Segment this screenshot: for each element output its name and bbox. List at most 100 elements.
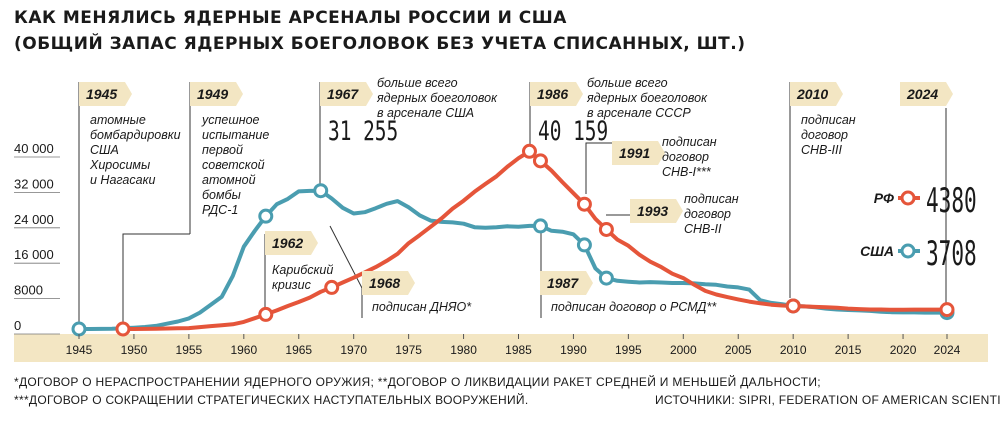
annotation-text-line: Карибский xyxy=(272,263,333,277)
annotation-text-line: ядерных боеголовок xyxy=(376,91,498,105)
annotation-text-line: больше всего xyxy=(377,76,458,90)
annotation-year-box-1945 xyxy=(79,82,132,106)
footnote-1: *ДОГОВОР О НЕРАСПРОСТРАНЕНИИ ЯДЕРНОГО ОР… xyxy=(14,375,821,389)
legend-name-russia: РФ xyxy=(874,190,894,206)
annotation-text-line: договор xyxy=(662,150,709,164)
marker-russia-1986 xyxy=(521,143,537,159)
marker-russia-2024 xyxy=(939,302,955,318)
annotation-year-box-1993 xyxy=(630,199,683,223)
annotation-text-line: советской xyxy=(202,158,265,172)
marker-russia-1987 xyxy=(532,153,548,169)
annotation-text-line: ядерных боеголовок xyxy=(586,91,708,105)
x-tick-label: 1975 xyxy=(395,343,422,357)
annotation-year-label: 2024 xyxy=(906,86,938,102)
annotation-text-line: испытание xyxy=(202,128,269,142)
x-tick-label: 1950 xyxy=(121,343,148,357)
x-tick-label: 2024 xyxy=(934,343,961,357)
annotation-guide-1991 xyxy=(585,142,612,194)
annotation-year-label: 1987 xyxy=(547,275,579,291)
legend-value-russia: 4380 xyxy=(926,181,977,221)
y-tick-label: 0 xyxy=(14,318,21,333)
annotation-text-line: успешное xyxy=(201,113,260,127)
legend-marker-usa xyxy=(900,243,916,259)
marker-russia-2010 xyxy=(785,298,801,314)
marker-russia-1991 xyxy=(576,196,592,212)
y-tick-label: 8000 xyxy=(14,283,43,298)
annotation-year-label: 1945 xyxy=(86,86,117,102)
y-tick-label: 32 000 xyxy=(14,176,54,191)
annotation-text-line: СНВ-II xyxy=(684,222,722,236)
x-tick-label: 1945 xyxy=(66,343,93,357)
annotation-text-line: подписан договор о РСМД** xyxy=(551,300,717,314)
x-tick-label: 1965 xyxy=(285,343,312,357)
x-tick-label: 1990 xyxy=(560,343,587,357)
marker-russia-1949 xyxy=(115,321,131,337)
annotation-text-line: подписан xyxy=(662,135,717,149)
annotation-text-line: Хиросимы xyxy=(89,158,150,172)
annotation-text-line: больше всего xyxy=(587,76,668,90)
annotation-year-box-1986 xyxy=(530,82,583,106)
x-tick-label: 2010 xyxy=(780,343,807,357)
x-tick-label: 2000 xyxy=(670,343,697,357)
annotation-text-line: СНВ-I*** xyxy=(662,165,712,179)
x-tick-label: 1960 xyxy=(230,343,257,357)
marker-usa-1945 xyxy=(71,321,87,337)
annotation-year-box-1991 xyxy=(612,141,665,165)
annotation-text-line: договор xyxy=(801,128,848,142)
annotation-year-label: 1949 xyxy=(197,86,228,102)
chart-title-line-1: КАК МЕНЯЛИСЬ ЯДЕРНЫЕ АРСЕНАЛЫ РОССИИ И С… xyxy=(14,8,567,28)
annotation-year-box-1968 xyxy=(362,271,415,295)
annotation-text-line: договор xyxy=(684,207,731,221)
annotation-text-line: и Нагасаки xyxy=(90,173,155,187)
annotation-text-line: подписан xyxy=(801,113,856,127)
x-tick-label: 2005 xyxy=(725,343,752,357)
annotation-year-label: 2010 xyxy=(796,86,828,102)
chart-title-line-2: (ОБЩИЙ ЗАПАС ЯДЕРНЫХ БОЕГОЛОВОК БЕЗ УЧЕТ… xyxy=(14,34,746,54)
legend-name-usa: США xyxy=(860,243,894,259)
legend-value-usa: 3708 xyxy=(926,234,977,274)
annotation-text-line: первой xyxy=(202,143,243,157)
annotation-text-line: бомбы xyxy=(202,188,241,202)
annotation-guide-1949-hook xyxy=(122,233,190,322)
annotation-text-line: США xyxy=(90,143,119,157)
annotation-year-label: 1991 xyxy=(619,145,650,161)
marker-russia-1968 xyxy=(324,279,340,295)
annotation-text-line: кризис xyxy=(272,278,312,292)
marker-russia-1962 xyxy=(258,306,274,322)
annotation-year-label: 1967 xyxy=(327,86,359,102)
annotation-value-label: 31 255 xyxy=(328,115,398,147)
annotation-text-line: подписан ДНЯО* xyxy=(372,300,472,314)
annotation-year-label: 1986 xyxy=(537,86,568,102)
legend-marker-russia xyxy=(900,190,916,206)
marker-usa-1993 xyxy=(598,270,614,286)
annotation-year-box-2024 xyxy=(900,82,953,106)
annotation-guide-1968 xyxy=(329,225,363,318)
annotation-year-label: 1968 xyxy=(369,275,400,291)
marker-usa-1962 xyxy=(258,208,274,224)
annotation-text-line: СНВ-III xyxy=(801,143,843,157)
annotation-text-line: бомбардировки xyxy=(90,128,181,142)
annotation-year-label: 1962 xyxy=(272,235,303,251)
sources-note: ИСТОЧНИКИ: SIPRI, FEDERATION OF AMERICAN… xyxy=(655,393,1000,407)
marker-usa-1967 xyxy=(313,183,329,199)
annotation-value-label: 40 159 xyxy=(538,115,608,147)
y-tick-label: 40 000 xyxy=(14,141,54,156)
annotation-text-line: атомной xyxy=(202,173,256,187)
x-tick-label: 1980 xyxy=(450,343,477,357)
annotation-year-box-1987 xyxy=(540,271,593,295)
x-axis-band xyxy=(14,334,988,362)
x-tick-label: 1985 xyxy=(505,343,532,357)
annotation-year-box-2010 xyxy=(790,82,843,106)
x-tick-label: 1995 xyxy=(615,343,642,357)
y-tick-label: 16 000 xyxy=(14,247,54,262)
annotation-year-label: 1993 xyxy=(637,203,668,219)
annotation-year-box-1962 xyxy=(265,231,318,255)
marker-usa-1987 xyxy=(532,218,548,234)
x-tick-label: 1970 xyxy=(340,343,367,357)
annotation-text-line: подписан xyxy=(684,192,739,206)
annotation-text-line: в арсенале США xyxy=(377,106,474,120)
annotation-text-line: атомные xyxy=(90,113,146,127)
annotation-year-box-1949 xyxy=(190,82,243,106)
x-tick-label: 2015 xyxy=(835,343,862,357)
